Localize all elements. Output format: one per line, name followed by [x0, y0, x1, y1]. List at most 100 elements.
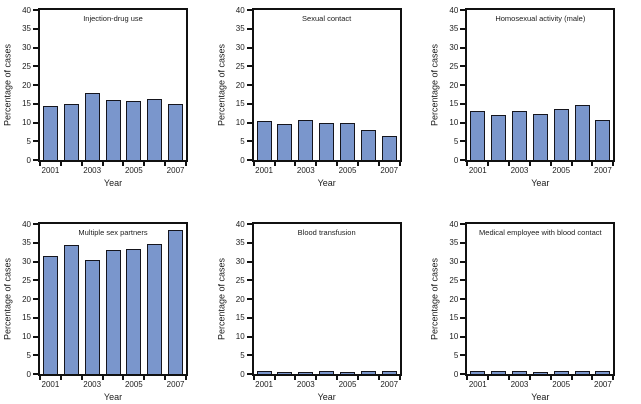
- y-tick: [460, 102, 466, 105]
- x-tick-label: 2001: [468, 166, 487, 175]
- chart-title: Multiple sex partners: [78, 228, 148, 237]
- bar-2001: [256, 121, 272, 160]
- bar-2002: [63, 103, 79, 160]
- y-tick: [246, 316, 252, 319]
- y-tick-label: 5: [240, 136, 245, 146]
- x-axis-label: Year: [531, 392, 550, 402]
- y-tick: [460, 159, 466, 161]
- x-tick: [336, 162, 339, 166]
- bar-2006: [360, 371, 376, 374]
- y-tick: [246, 354, 252, 357]
- bar-2003: [511, 371, 527, 374]
- chart-title: Injection-drug use: [83, 14, 143, 23]
- x-tick: [101, 376, 104, 380]
- x-tick: [528, 376, 531, 380]
- x-tick: [528, 162, 531, 166]
- x-tick: [122, 162, 125, 166]
- x-axis: 2001 2003 2005 2007: [38, 376, 188, 392]
- x-tick: [508, 376, 511, 380]
- plot-area: Medical employee with blood contact: [465, 222, 616, 376]
- y-tick-label: 10: [235, 332, 245, 341]
- x-tick: [143, 376, 146, 380]
- x-tick: [591, 376, 594, 380]
- y-tick-label: 35: [449, 24, 459, 34]
- x-axis-label: Year: [103, 178, 123, 188]
- y-tick-label: 35: [235, 238, 245, 248]
- y-tick: [246, 279, 252, 282]
- y-tick-label: 35: [449, 238, 459, 248]
- x-tick-label: 2005: [552, 166, 571, 175]
- y-tick: [33, 102, 38, 105]
- x-tick: [143, 162, 146, 166]
- y-tick-label: 20: [22, 294, 31, 304]
- x-tick-label: 2001: [255, 166, 273, 175]
- y-tick-label: 5: [453, 136, 459, 146]
- y-tick: [246, 159, 252, 161]
- y-tick-label: 5: [26, 350, 31, 360]
- y-tick: [246, 46, 252, 49]
- x-tick-label: 2005: [124, 380, 143, 389]
- plot-area: Injection-drug use: [38, 8, 188, 162]
- x-tick: [59, 162, 62, 166]
- x-tick: [185, 162, 187, 166]
- bar-2007: [381, 371, 397, 374]
- y-tick: [33, 84, 38, 86]
- y-tick: [460, 27, 466, 30]
- y-tick: [460, 140, 466, 143]
- y-tick-label: 0: [453, 369, 459, 379]
- y-tick: [33, 65, 38, 68]
- x-tick-label: 2007: [380, 380, 399, 389]
- y-tick-label: 20: [22, 80, 31, 90]
- y-tick: [246, 121, 252, 124]
- bar-2001: [42, 106, 58, 160]
- y-tick-label: 35: [235, 24, 245, 34]
- y-tick: [33, 260, 38, 263]
- y-tick-label: 25: [235, 61, 245, 71]
- x-tick: [336, 376, 339, 380]
- bar-2007: [595, 371, 611, 374]
- y-tick-label: 10: [235, 118, 245, 127]
- x-tick-label: 2001: [41, 380, 60, 389]
- x-tick: [101, 162, 104, 166]
- x-tick: [273, 162, 276, 166]
- y-tick-label: 0: [240, 155, 245, 165]
- y-tick-label: 40: [22, 5, 31, 15]
- x-axis: 2001 2003 2005 2007: [252, 376, 402, 392]
- plot-area: Blood transfusion: [251, 222, 402, 376]
- y-tick: [460, 260, 466, 263]
- bar-2004: [105, 99, 121, 160]
- y-tick: [246, 140, 252, 143]
- y-axis: 0 5 10 15 20 25 30 35 40: [214, 6, 252, 165]
- y-tick: [33, 298, 38, 300]
- y-tick: [246, 223, 252, 225]
- y-tick-label: 20: [449, 80, 459, 90]
- y-tick: [246, 373, 252, 375]
- x-tick: [570, 162, 573, 166]
- y-tick-label: 0: [26, 155, 31, 165]
- y-tick: [460, 298, 466, 300]
- x-tick: [39, 162, 41, 166]
- x-tick-label: 2007: [593, 380, 612, 389]
- y-tick-label: 25: [449, 61, 459, 71]
- y-tick: [33, 140, 38, 143]
- y-tick: [246, 335, 252, 338]
- x-tick: [185, 376, 187, 380]
- y-tick: [246, 102, 252, 105]
- bar-2001: [256, 370, 272, 374]
- bar-2005: [553, 109, 569, 160]
- y-tick-label: 5: [240, 350, 245, 360]
- x-tick-label: 2001: [255, 380, 273, 389]
- y-tick-label: 15: [235, 313, 245, 323]
- bar-2001: [470, 370, 486, 374]
- x-axis-label: Year: [317, 178, 336, 188]
- y-tick: [33, 159, 38, 161]
- chart-title: Blood transfusion: [297, 228, 356, 237]
- bar-2007: [168, 230, 184, 374]
- y-tick-label: 0: [26, 369, 31, 379]
- x-tick: [549, 376, 552, 380]
- y-tick: [33, 9, 38, 11]
- y-tick-label: 10: [22, 118, 31, 127]
- x-tick: [294, 376, 297, 380]
- x-tick: [398, 162, 401, 166]
- y-tick: [33, 354, 38, 357]
